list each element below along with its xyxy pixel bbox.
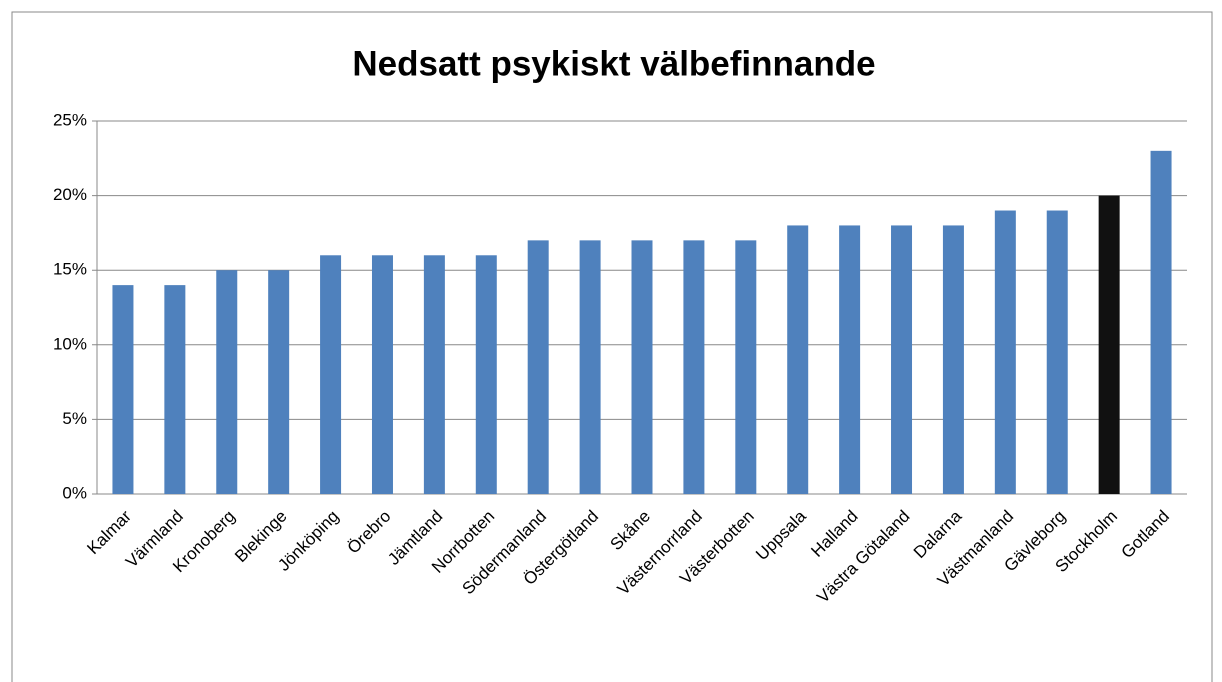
- bar: [839, 225, 861, 494]
- bar: [268, 270, 290, 494]
- bar: [683, 240, 705, 494]
- bar: [735, 240, 757, 494]
- bar: [1150, 150, 1172, 494]
- bar: [579, 240, 601, 494]
- y-tick-label: 5%: [62, 409, 87, 428]
- bar: [994, 210, 1016, 494]
- bar: [164, 285, 186, 494]
- chart-title: Nedsatt psykiskt välbefinnande: [352, 44, 875, 83]
- bar: [631, 240, 653, 494]
- bar: [527, 240, 549, 494]
- bar: [1098, 195, 1120, 494]
- bar: [942, 225, 964, 494]
- y-tick-label: 20%: [53, 185, 87, 204]
- y-tick-label: 25%: [53, 110, 87, 129]
- y-tick-label: 0%: [62, 483, 87, 502]
- bar: [891, 225, 913, 494]
- bar: [423, 255, 445, 494]
- bar: [1046, 210, 1068, 494]
- y-tick-label: 15%: [53, 260, 87, 279]
- y-tick-label: 10%: [53, 334, 87, 353]
- bar: [216, 270, 238, 494]
- bar: [320, 255, 342, 494]
- chart-border: [11, 11, 1213, 682]
- bar: [112, 285, 134, 494]
- bar: [371, 255, 393, 494]
- bar: [787, 225, 809, 494]
- bar: [475, 255, 497, 494]
